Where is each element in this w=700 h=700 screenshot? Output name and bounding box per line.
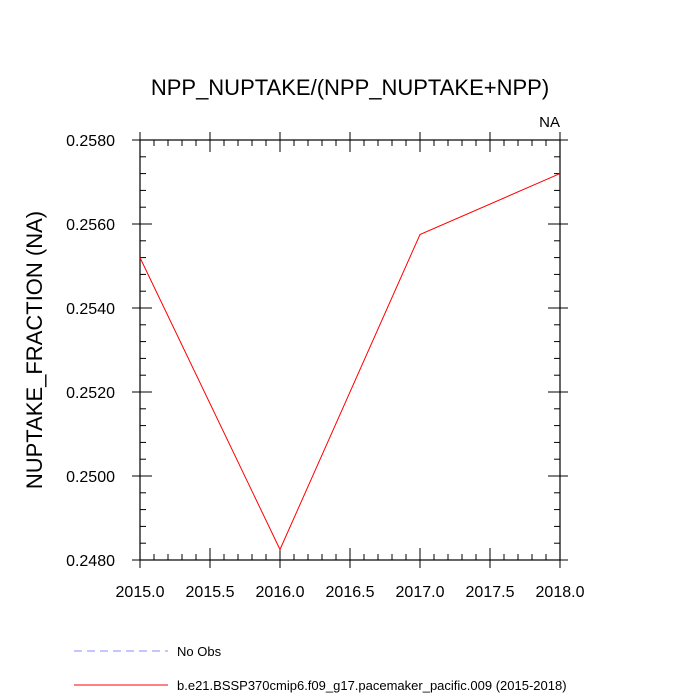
y-tick-label: 0.2500 xyxy=(66,469,115,486)
chart-subtitle-right: NA xyxy=(539,114,560,131)
x-tick-label: 2015.0 xyxy=(116,584,165,601)
chart-title: NPP_NUPTAKE/(NPP_NUPTAKE+NPP) xyxy=(151,75,549,100)
x-tick-label: 2017.0 xyxy=(396,584,445,601)
x-tick-label: 2018.0 xyxy=(536,584,585,601)
plot-frame xyxy=(139,139,561,561)
x-tick-label: 2016.0 xyxy=(256,584,305,601)
legend-label: No Obs xyxy=(177,644,222,659)
y-tick-label: 0.2580 xyxy=(66,133,115,150)
series-line xyxy=(139,173,561,551)
x-tick-label: 2017.5 xyxy=(466,584,515,601)
legend-label: b.e21.BSSP370cmip6.f09_g17.pacemaker_pac… xyxy=(177,678,567,693)
legend: No Obs b.e21.BSSP370cmip6.f09_g17.pacemak… xyxy=(74,644,567,693)
plot-area: 2015.0 2015.5 2016.0 2016.5 2017.0 2017.5 2018… xyxy=(66,132,585,601)
y-tick-label: 0.2480 xyxy=(66,553,115,570)
x-tick-label: 2015.5 xyxy=(186,584,235,601)
y-tick-label: 0.2560 xyxy=(66,217,115,234)
y-axis-label: NUPTAKE_FRACTION (NA) xyxy=(22,211,47,489)
x-tick-label: 2016.5 xyxy=(326,584,375,601)
y-tick-label: 0.2540 xyxy=(66,301,115,318)
y-tick-label: 0.2520 xyxy=(66,385,115,402)
